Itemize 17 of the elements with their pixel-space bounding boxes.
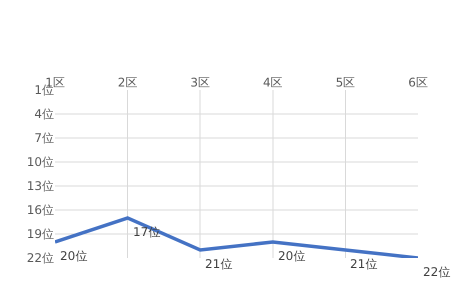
x-tick-label: 5区 xyxy=(336,76,356,90)
x-tick-label: 6区 xyxy=(408,76,428,90)
data-label: 22位 xyxy=(423,265,450,279)
data-label: 20位 xyxy=(278,249,306,263)
y-tick-label: 19位 xyxy=(26,227,54,242)
x-tick-label: 3区 xyxy=(190,76,210,90)
data-label: 20位 xyxy=(60,249,88,263)
y-tick-label: 10位 xyxy=(26,155,54,170)
y-tick-label: 16位 xyxy=(26,203,54,218)
data-label: 21位 xyxy=(350,257,378,271)
y-tick-label: 4位 xyxy=(34,107,54,122)
data-label: 21位 xyxy=(205,257,232,271)
x-tick-label: 2区 xyxy=(118,76,138,90)
y-tick-label: 22位 xyxy=(26,251,54,266)
x-tick-label: 4区 xyxy=(262,76,283,90)
y-tick-label: 13位 xyxy=(26,179,54,194)
y-tick-label: 7位 xyxy=(34,131,54,146)
